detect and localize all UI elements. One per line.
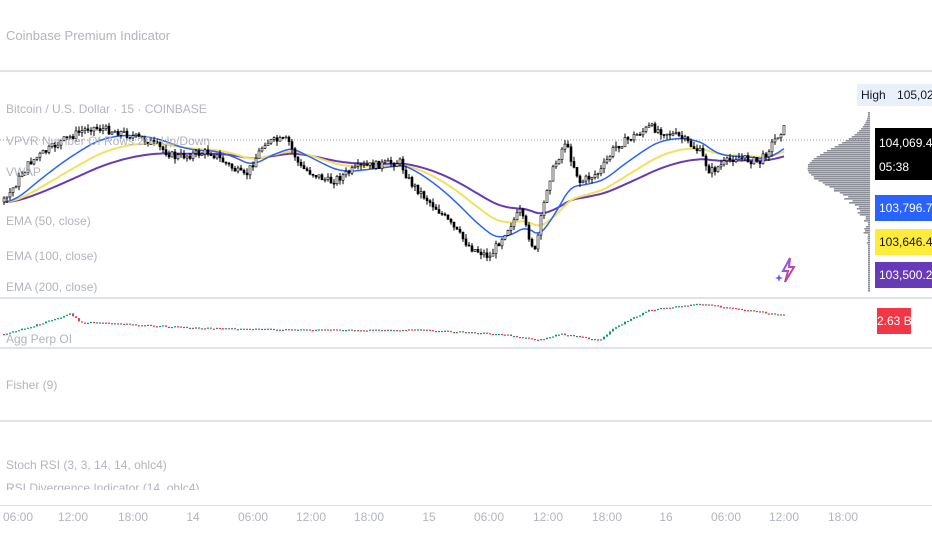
indicator-ema50-label[interactable]: EMA (50, close)	[6, 214, 91, 228]
high-label: High	[861, 88, 886, 102]
chart-canvas[interactable]	[0, 72, 932, 508]
last-price-tag: 104,069.46 05:38	[875, 128, 932, 180]
candles	[2, 121, 786, 262]
ema50-price-tag: 103,796.71	[875, 195, 932, 221]
indicator-ema100-label[interactable]: EMA (100, close)	[6, 249, 98, 263]
time-tick: 12:00	[57, 510, 89, 524]
time-tick: 18:00	[827, 510, 859, 524]
time-tick: 15	[422, 510, 436, 524]
time-tick: 14	[186, 510, 200, 524]
time-tick: 18:00	[591, 510, 623, 524]
stoch-pane-divider	[0, 420, 932, 422]
stoch-rsi-label[interactable]: Stoch RSI (3, 3, 14, 14, ohlc4)	[6, 458, 167, 472]
time-tick: 06:00	[237, 510, 269, 524]
agg-oi-label[interactable]: Agg Perp OI	[6, 332, 73, 346]
fisher-pane-divider	[0, 347, 932, 349]
time-tick: 18:00	[353, 510, 385, 524]
volume-profile	[807, 112, 870, 292]
high-marker: High 105,025.99	[857, 84, 932, 106]
ema200-price-tag: 103,500.28	[875, 262, 932, 288]
time-tick: 18:00	[117, 510, 149, 524]
agg-oi-value-tag: 2.63 B	[877, 308, 912, 334]
last-price-value: 104,069.46	[879, 136, 932, 150]
time-axis-divider	[0, 505, 932, 506]
time-tick: 12:00	[768, 510, 800, 524]
time-tick: 06:00	[2, 510, 34, 524]
time-tick: 12:00	[532, 510, 564, 524]
time-tick: 12:00	[295, 510, 327, 524]
agg-oi-series	[3, 303, 785, 341]
indicator-vwap-label[interactable]: VWAP	[6, 165, 41, 179]
countdown-value: 05:38	[879, 160, 910, 174]
fisher-label[interactable]: Fisher (9)	[6, 378, 58, 392]
oi-pane-divider	[0, 297, 932, 299]
lightning-sparkle-icon[interactable]	[775, 256, 799, 286]
ema-lines	[3, 134, 785, 238]
rsi-divergence-label[interactable]: RSI Divergence Indicator (14, ohlc4)	[6, 481, 200, 490]
indicator-ema200-label[interactable]: EMA (200, close)	[6, 280, 98, 294]
time-tick: 06:00	[710, 510, 742, 524]
ema100-price-tag: 103,646.46	[875, 229, 932, 255]
symbol-line[interactable]: Bitcoin / U.S. Dollar · 15 · COINBASE	[6, 102, 207, 116]
high-value: 105,025.99	[897, 88, 932, 102]
title-divider	[0, 70, 932, 72]
app-title: Coinbase Premium Indicator	[6, 28, 171, 43]
time-tick: 06:00	[473, 510, 505, 524]
time-tick: 16	[659, 510, 673, 524]
indicator-vpvr-label[interactable]: VPVR Number Of Rows 200 Up/Down	[6, 134, 211, 148]
